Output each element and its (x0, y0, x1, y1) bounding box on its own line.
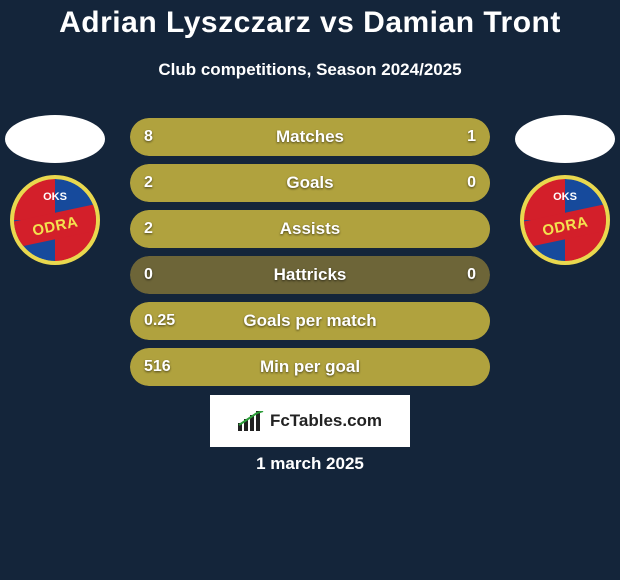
stat-value-right: 0 (453, 164, 490, 202)
subtitle: Club competitions, Season 2024/2025 (0, 60, 620, 80)
stat-row: Assists2 (130, 210, 490, 248)
stat-value-left: 2 (130, 164, 167, 202)
stat-value-left: 8 (130, 118, 167, 156)
chart-icon (238, 411, 264, 431)
player-right-club-badge: OKS ODRA (520, 175, 610, 265)
stat-value-left: 2 (130, 210, 167, 248)
fctables-logo: FcTables.com (210, 395, 410, 447)
badge-top-text-right: OKS (553, 191, 577, 203)
player-right-avatar (515, 115, 615, 163)
player-left-column: OKS ODRA (0, 115, 110, 265)
page-title: Adrian Lyszczarz vs Damian Tront (0, 6, 620, 40)
player-right-column: OKS ODRA (510, 115, 620, 265)
player-left-club-badge: OKS ODRA (10, 175, 100, 265)
stat-value-left: 0 (130, 256, 167, 294)
date-footer: 1 march 2025 (0, 454, 620, 474)
stat-row: Matches8 1 (130, 118, 490, 156)
stats-list: Matches81Goals20Assists2Hattricks00Goals… (130, 118, 490, 386)
stat-row: Goals per match0.25 (130, 302, 490, 340)
player-left-avatar (5, 115, 105, 163)
badge-top-text-left: OKS (43, 191, 67, 203)
comparison-card: Adrian Lyszczarz vs Damian Tront Club co… (0, 0, 620, 580)
stat-label: Hattricks (130, 256, 490, 294)
stat-row: Hattricks0 0 (130, 256, 490, 294)
stat-row: Goals2 0 (130, 164, 490, 202)
stat-value-right: 0 (453, 256, 490, 294)
fctables-logo-text: FcTables.com (270, 411, 382, 431)
stat-label: Goals (130, 164, 490, 202)
stat-value-left: 516 (130, 348, 185, 386)
stat-label: Assists (130, 210, 490, 248)
stat-label: Matches (130, 118, 490, 156)
stat-value-right: 1 (453, 118, 490, 156)
stat-row: Min per goal516 (130, 348, 490, 386)
stat-value-left: 0.25 (130, 302, 189, 340)
